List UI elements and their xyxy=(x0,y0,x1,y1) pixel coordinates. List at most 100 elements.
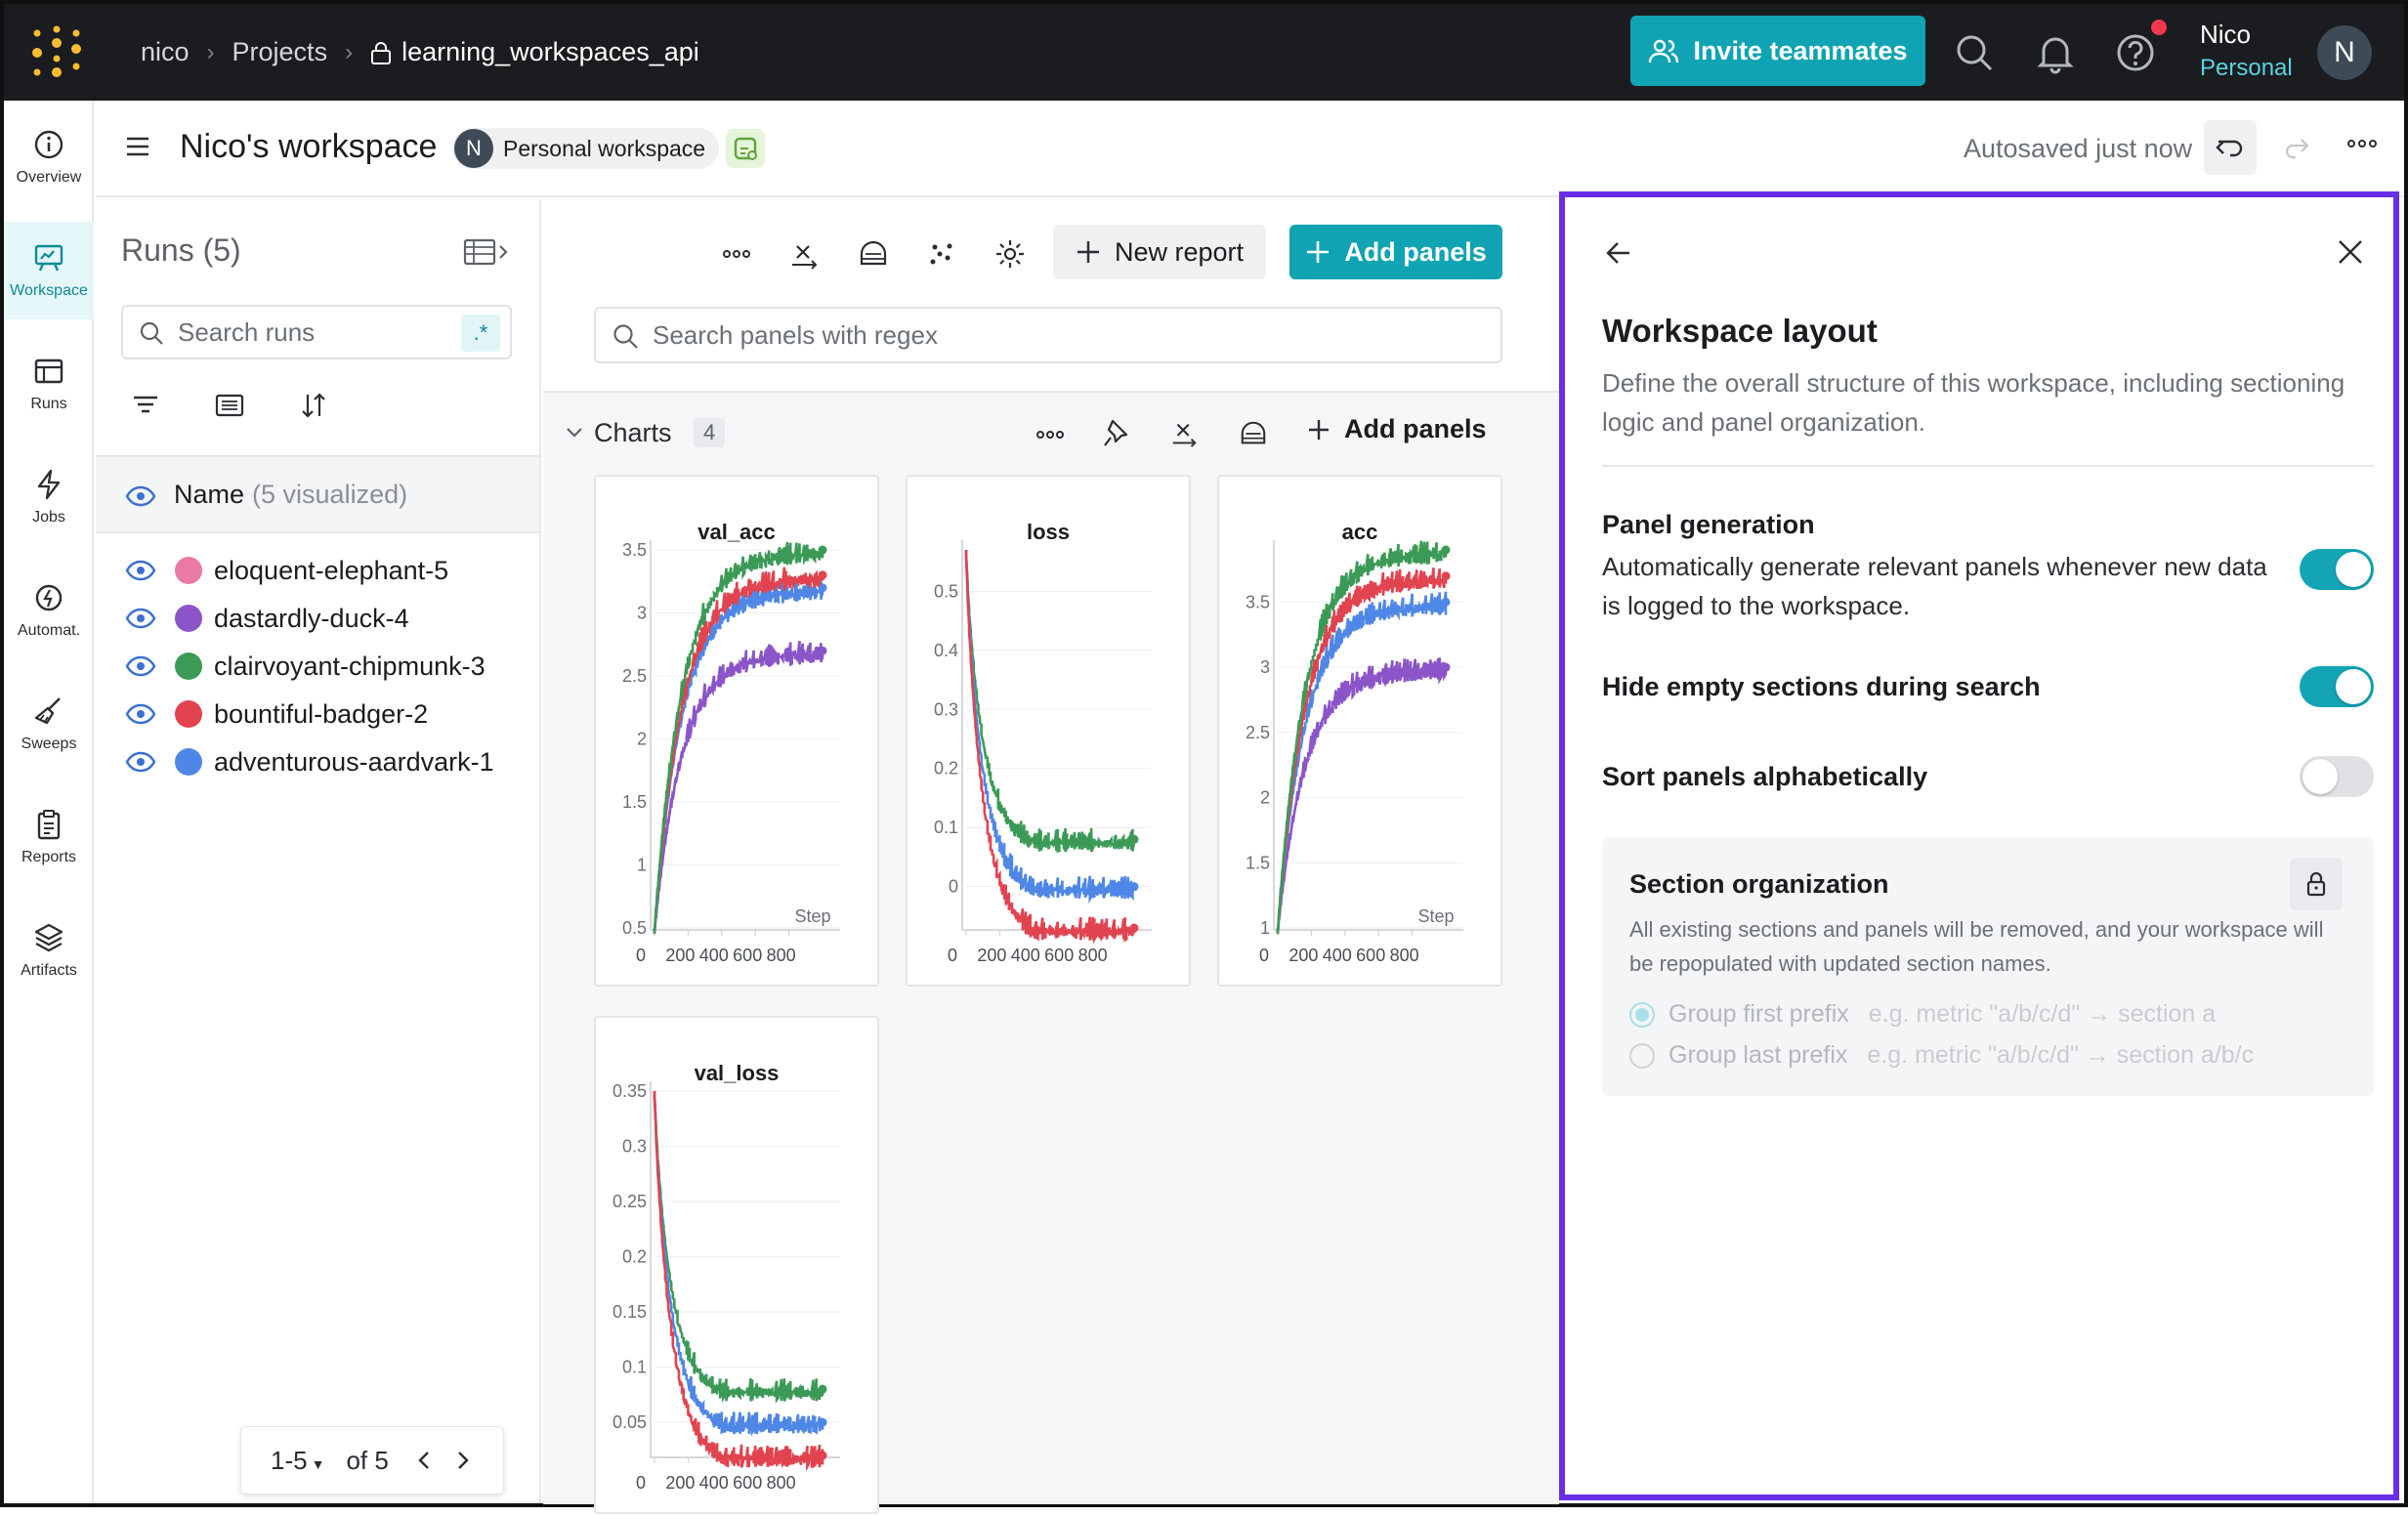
eye-icon[interactable] xyxy=(125,608,156,629)
series-endpoint[interactable] xyxy=(818,583,827,593)
run-row[interactable]: clairvoyant-chipmunk-3 xyxy=(96,629,539,703)
series-endpoint[interactable] xyxy=(1129,834,1139,844)
next-page-icon[interactable] xyxy=(455,1449,471,1472)
series-line[interactable] xyxy=(653,641,824,934)
undo-button[interactable] xyxy=(2204,120,2257,175)
eye-icon[interactable] xyxy=(125,560,156,581)
run-row[interactable]: dastardly-duck-4 xyxy=(96,581,539,655)
run-color-dot[interactable] xyxy=(175,605,202,632)
radio-group-last-prefix[interactable]: Group last prefix e.g. metric "a/b/c/d" … xyxy=(1629,1041,2254,1070)
workspace-type-pill[interactable]: N Personal workspace xyxy=(452,128,720,169)
series-endpoint[interactable] xyxy=(1441,662,1451,672)
bell-icon[interactable] xyxy=(2034,31,2077,74)
page-range-select[interactable]: 1-5 ▼ xyxy=(271,1446,324,1476)
wandb-logo-icon[interactable] xyxy=(29,25,84,80)
hamburger-menu-icon[interactable] xyxy=(125,134,150,159)
series-endpoint[interactable] xyxy=(1129,882,1139,892)
chart-panel-val-loss[interactable]: val_loss 0.05 0.1 0.15 0.2 0.25 0.3 0.35 0 200 40… xyxy=(594,1016,879,1514)
unlock-button[interactable] xyxy=(2290,858,2343,910)
saved-view-icon[interactable] xyxy=(726,129,765,168)
run-color-dot[interactable] xyxy=(175,700,202,728)
run-name[interactable]: eloquent-elephant-5 xyxy=(214,555,449,585)
avatar[interactable]: N xyxy=(2317,25,2372,80)
eye-icon[interactable] xyxy=(125,751,156,773)
series-endpoint[interactable] xyxy=(1441,545,1451,555)
rail-item-workspace[interactable]: Workspace xyxy=(4,222,94,319)
user-name[interactable]: Nico xyxy=(2200,20,2252,49)
run-name[interactable]: dastardly-duck-4 xyxy=(214,603,409,633)
series-endpoint[interactable] xyxy=(818,1451,827,1460)
chart-plot[interactable]: 0.5 1 1.5 2 2.5 3 3.5 0 200 400 600 800 Step xyxy=(596,477,881,989)
breadcrumb-user[interactable]: nico xyxy=(141,37,190,66)
chart-panel-loss[interactable]: loss 0 0.1 0.2 0.3 0.4 0.5 0 200 400 600 800 xyxy=(906,475,1191,987)
eye-icon[interactable] xyxy=(125,703,156,725)
section-add-panels-button[interactable]: Add panels xyxy=(1307,414,1487,444)
rail-item-jobs[interactable]: Jobs xyxy=(4,448,94,546)
series-line[interactable] xyxy=(964,550,1136,945)
series-endpoint[interactable] xyxy=(1441,597,1451,607)
filter-icon[interactable] xyxy=(131,391,160,420)
chart-plot[interactable]: 1 1.5 2 2.5 3 3.5 0 200 400 600 800 Step xyxy=(1219,477,1504,989)
breadcrumb-project[interactable]: learning_workspaces_api xyxy=(370,37,699,67)
eye-icon[interactable] xyxy=(125,655,156,677)
run-name[interactable]: clairvoyant-chipmunk-3 xyxy=(214,651,486,681)
redo-icon[interactable] xyxy=(2284,134,2311,161)
hide-empty-sections-toggle[interactable] xyxy=(2300,666,2374,707)
x-axis-icon[interactable] xyxy=(1170,418,1200,449)
series-endpoint[interactable] xyxy=(818,545,827,555)
new-report-button[interactable]: New report xyxy=(1053,225,1266,279)
run-color-dot[interactable] xyxy=(175,748,202,776)
chart-plot[interactable]: 0.05 0.1 0.15 0.2 0.25 0.3 0.35 0 200 400 600 800 xyxy=(596,1018,881,1516)
prev-page-icon[interactable] xyxy=(416,1449,432,1472)
series-line[interactable] xyxy=(964,550,1136,905)
more-options-icon[interactable] xyxy=(721,238,752,270)
series-line[interactable] xyxy=(653,567,824,934)
series-endpoint[interactable] xyxy=(1441,571,1451,581)
more-options-icon[interactable] xyxy=(1035,420,1065,449)
series-line[interactable] xyxy=(1276,540,1448,934)
runs-name-header[interactable]: Name (5 visualized) xyxy=(96,455,539,533)
chart-plot[interactable]: 0 0.1 0.2 0.3 0.4 0.5 0 200 400 600 800 xyxy=(908,477,1193,989)
rail-item-sweeps[interactable]: Sweeps xyxy=(4,675,94,773)
series-endpoint[interactable] xyxy=(1129,923,1139,933)
run-row[interactable]: bountiful-badger-2 xyxy=(96,677,539,751)
run-name[interactable]: bountiful-badger-2 xyxy=(214,698,429,729)
series-line[interactable] xyxy=(653,1091,824,1472)
sort-icon[interactable] xyxy=(299,391,328,420)
series-line[interactable] xyxy=(1276,657,1448,934)
rail-item-runs[interactable]: Runs xyxy=(4,335,94,433)
search-runs-input[interactable]: Search runs .* xyxy=(121,305,512,359)
smoothing-icon[interactable] xyxy=(1239,418,1268,449)
series-line[interactable] xyxy=(1276,568,1448,934)
series-endpoint[interactable] xyxy=(818,646,827,655)
rail-item-reports[interactable]: Reports xyxy=(4,788,94,886)
series-line[interactable] xyxy=(653,578,824,934)
pin-icon[interactable] xyxy=(1102,418,1131,449)
regex-toggle[interactable]: .* xyxy=(461,315,500,352)
x-axis-icon[interactable] xyxy=(789,238,821,270)
series-endpoint[interactable] xyxy=(818,570,827,580)
radio-group-first-prefix[interactable]: Group first prefix e.g. metric "a/b/c/d"… xyxy=(1629,1000,2216,1029)
rail-item-overview[interactable]: Overview xyxy=(4,108,94,206)
breadcrumb-projects[interactable]: Projects xyxy=(232,37,328,66)
expand-table-icon[interactable] xyxy=(463,238,510,266)
run-row[interactable]: eloquent-elephant-5 xyxy=(96,533,539,608)
series-line[interactable] xyxy=(964,550,1136,854)
smoothing-icon[interactable] xyxy=(858,238,889,270)
more-options-icon[interactable] xyxy=(2347,138,2377,149)
close-icon[interactable] xyxy=(2337,238,2364,266)
chevron-down-icon[interactable] xyxy=(565,426,584,440)
series-line[interactable] xyxy=(653,1091,824,1437)
run-row[interactable]: adventurous-aardvark-1 xyxy=(96,725,539,799)
back-arrow-icon[interactable] xyxy=(1604,238,1633,268)
section-title[interactable]: Charts xyxy=(594,418,672,447)
help-icon[interactable] xyxy=(2114,31,2157,74)
series-endpoint[interactable] xyxy=(818,1417,827,1427)
group-icon[interactable] xyxy=(215,391,244,420)
invite-teammates-button[interactable]: Invite teammates xyxy=(1630,16,1925,86)
run-name[interactable]: adventurous-aardvark-1 xyxy=(214,746,494,777)
eye-icon[interactable] xyxy=(125,485,156,507)
run-color-dot[interactable] xyxy=(175,557,202,584)
series-endpoint[interactable] xyxy=(818,1384,827,1394)
sort-alphabetically-toggle[interactable] xyxy=(2300,756,2374,797)
